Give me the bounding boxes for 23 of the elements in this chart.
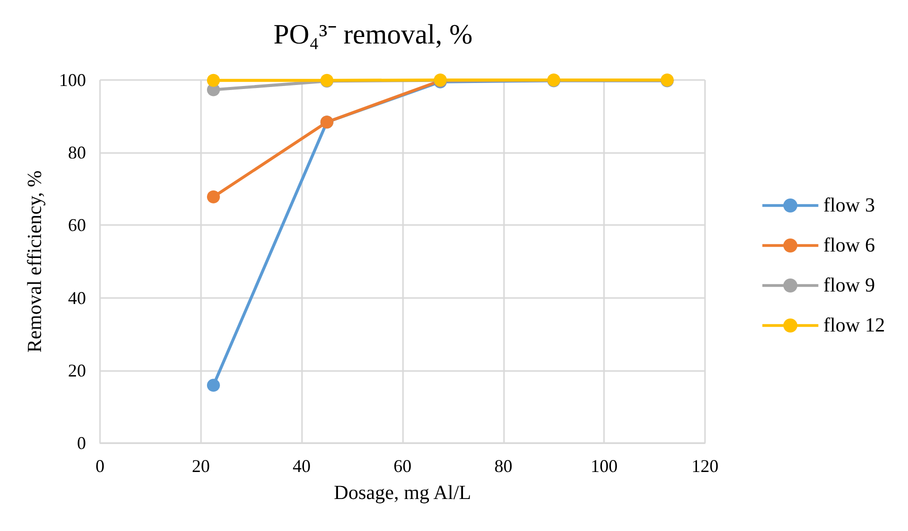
x-tick-label: 0: [96, 456, 104, 476]
y-tick-label: 40: [68, 288, 86, 308]
x-tick-label: 60: [394, 456, 412, 476]
x-tick-label: 100: [590, 456, 618, 476]
x-tick-label: 20: [192, 456, 210, 476]
x-tick-label: 120: [692, 456, 718, 476]
legend-label: flow 9: [823, 274, 876, 296]
y-tick-label: 0: [77, 433, 86, 453]
chart-title: PO₄³⁻ removal, %: [273, 20, 473, 50]
y-axis-title: Removal efficiency, %: [24, 170, 46, 353]
y-tick-label: 20: [68, 360, 86, 380]
point: [206, 378, 220, 392]
point: [206, 190, 220, 204]
point: [206, 74, 220, 87]
y-tick-label: 60: [68, 215, 86, 236]
legend-label: flow 12: [823, 314, 886, 336]
y-tick-label: 80: [68, 142, 86, 163]
legend-label: flow 6: [823, 234, 876, 256]
x-tick-label: 80: [494, 456, 512, 476]
x-tick-label: 40: [292, 456, 311, 476]
y-tick-label: 100: [59, 70, 86, 90]
legend-label: flow 3: [823, 194, 876, 216]
x-axis-title: Dosage, mg Al/L: [334, 482, 472, 504]
